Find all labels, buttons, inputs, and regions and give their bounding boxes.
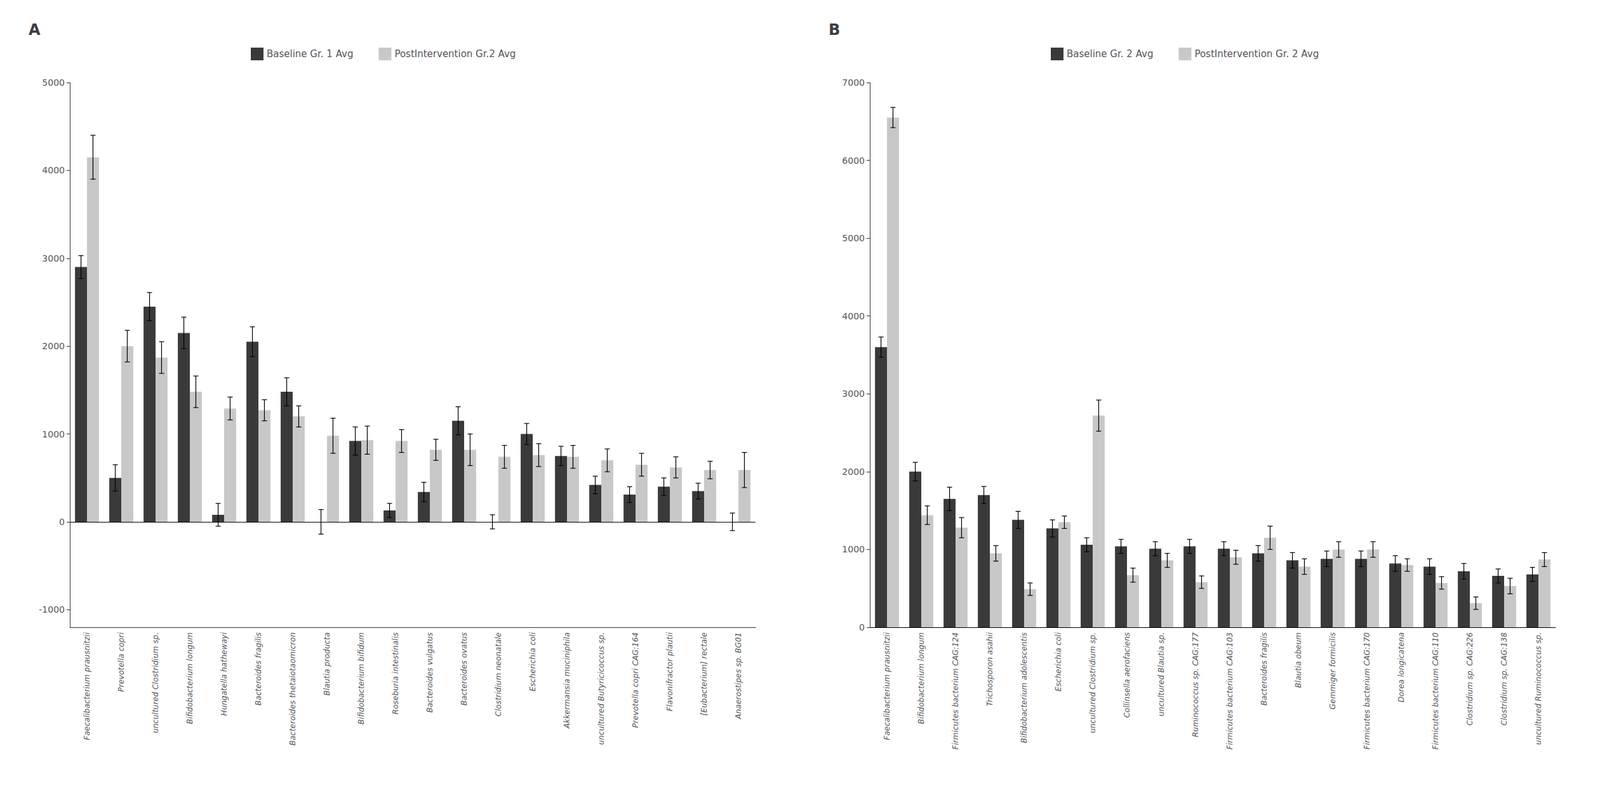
- svg-text:Bifidobacterium longum: Bifidobacterium longum: [916, 632, 926, 725]
- svg-text:Bacteroides vulgatus: Bacteroides vulgatus: [425, 632, 435, 714]
- svg-text:Bacteroides fragilis: Bacteroides fragilis: [1259, 632, 1269, 706]
- svg-text:0: 0: [859, 622, 865, 633]
- svg-text:Faecalibacterium prausnitzii: Faecalibacterium prausnitzii: [882, 631, 892, 740]
- svg-text:Bifidobacterium bifidum: Bifidobacterium bifidum: [356, 632, 366, 725]
- svg-text:Anaerostipes sp. BG01: Anaerostipes sp. BG01: [733, 632, 743, 720]
- svg-text:2000: 2000: [41, 340, 65, 352]
- svg-text:Collinsella aerofaciens: Collinsella aerofaciens: [1122, 632, 1132, 719]
- svg-text:7000: 7000: [841, 77, 865, 88]
- svg-text:5000: 5000: [841, 233, 865, 244]
- svg-text:4000: 4000: [41, 165, 65, 176]
- svg-text:Baseline Gr. 2 Avg: Baseline Gr. 2 Avg: [1066, 48, 1154, 60]
- svg-text:Dorea longicatena: Dorea longicatena: [1396, 632, 1406, 703]
- svg-text:4000: 4000: [841, 311, 865, 322]
- svg-text:Prevotella copri: Prevotella copri: [116, 631, 126, 692]
- svg-text:3000: 3000: [41, 253, 65, 264]
- svg-text:Clostridium sp. CAG:138: Clostridium sp. CAG:138: [1499, 632, 1509, 726]
- svg-text:Bacteroides ovatus: Bacteroides ovatus: [459, 632, 469, 706]
- svg-text:uncultured Blautia sp.: uncultured Blautia sp.: [1156, 632, 1166, 717]
- svg-text:Firmicutes bacterium CAG:124: Firmicutes bacterium CAG:124: [951, 632, 960, 750]
- svg-text:Roseburia intestinalis: Roseburia intestinalis: [391, 632, 400, 715]
- svg-text:Escherichia coli: Escherichia coli: [1053, 631, 1063, 692]
- svg-text:Flavonifractor plautii: Flavonifractor plautii: [665, 631, 675, 712]
- svg-text:Firmicutes bacterium CAG:103: Firmicutes bacterium CAG:103: [1225, 632, 1235, 750]
- svg-text:5000: 5000: [41, 77, 65, 88]
- svg-text:Blautia producta: Blautia producta: [322, 632, 332, 696]
- svg-text:1000: 1000: [41, 429, 65, 440]
- svg-text:Ruminococcus sp. CAG:177: Ruminococcus sp. CAG:177: [1191, 632, 1200, 738]
- svg-text:uncultured Clostridium sp.: uncultured Clostridium sp.: [151, 632, 160, 734]
- svg-text:Gemmiger formicilis: Gemmiger formicilis: [1328, 632, 1338, 710]
- svg-text:Prevotella copri CAG:164: Prevotella copri CAG:164: [631, 632, 640, 728]
- svg-text:-1000: -1000: [38, 604, 65, 615]
- svg-text:Bifidobacterium longum: Bifidobacterium longum: [185, 632, 195, 725]
- svg-text:Firmicutes bacterium CAG:170: Firmicutes bacterium CAG:170: [1362, 632, 1372, 750]
- svg-text:Hungatella hathewayi: Hungatella hathewayi: [219, 631, 229, 716]
- svg-text:Trichosporon asahii: Trichosporon asahii: [985, 631, 995, 707]
- svg-text:Bacteroides thetaiotaomicron: Bacteroides thetaiotaomicron: [288, 632, 298, 746]
- svg-text:A: A: [28, 20, 41, 39]
- svg-text:0: 0: [59, 516, 65, 527]
- svg-text:1000: 1000: [841, 544, 865, 555]
- svg-text:uncultured Butyricicoccus sp.: uncultured Butyricicoccus sp.: [596, 632, 606, 745]
- svg-text:2000: 2000: [841, 466, 865, 477]
- svg-text:Bifidobacterium adolescentis: Bifidobacterium adolescentis: [1019, 632, 1029, 743]
- svg-text:uncultured Clostridium sp.: uncultured Clostridium sp.: [1088, 632, 1098, 734]
- svg-text:Baseline Gr. 1 Avg: Baseline Gr. 1 Avg: [266, 48, 354, 60]
- svg-text:6000: 6000: [841, 155, 865, 166]
- svg-text:Bacteroides fragilis: Bacteroides fragilis: [253, 632, 263, 706]
- svg-text:Clostridium neonatale: Clostridium neonatale: [493, 632, 503, 717]
- svg-text:[Eubacterium] rectale: [Eubacterium] rectale: [699, 632, 709, 716]
- svg-text:Firmicutes bacterium CAG:110: Firmicutes bacterium CAG:110: [1431, 632, 1440, 750]
- svg-text:Blautia obeum: Blautia obeum: [1293, 632, 1303, 688]
- svg-text:B: B: [828, 20, 840, 39]
- svg-text:Clostridium sp. CAG:226: Clostridium sp. CAG:226: [1465, 632, 1475, 726]
- svg-text:Escherichia coli: Escherichia coli: [528, 631, 538, 692]
- svg-text:uncultured Ruminococcus sp.: uncultured Ruminococcus sp.: [1533, 632, 1543, 745]
- svg-text:Faecalibacterium prausnitzii: Faecalibacterium prausnitzii: [82, 631, 92, 740]
- svg-text:3000: 3000: [841, 388, 865, 399]
- svg-text:PostIntervention Gr. 2 Avg: PostIntervention Gr. 2 Avg: [1194, 48, 1319, 60]
- svg-text:PostIntervention Gr.2 Avg: PostIntervention Gr.2 Avg: [394, 48, 516, 60]
- svg-text:Akkermansia muciniphila: Akkermansia muciniphila: [562, 632, 572, 729]
